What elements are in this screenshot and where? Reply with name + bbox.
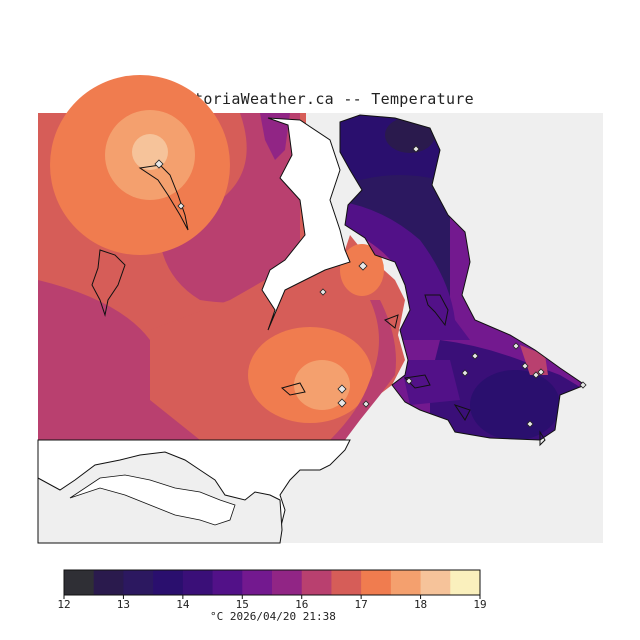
station-marker [532, 371, 540, 379]
colorbar-tick-label: 18 [413, 598, 428, 611]
map-title: VictoriaWeather.ca -- Temperature [166, 90, 474, 108]
colorbar-swatch [450, 570, 481, 595]
colorbar-tick-label: 12 [57, 598, 71, 611]
east-coastline [339, 114, 587, 441]
colorbar-swatch [64, 570, 95, 595]
station-marker [461, 369, 469, 377]
station-marker [337, 384, 347, 394]
station-marker [362, 400, 370, 408]
colorbar-swatch [153, 570, 184, 595]
station-marker [358, 261, 368, 271]
colorbar-swatch [361, 570, 392, 595]
station-marker [319, 288, 327, 296]
colorbar-swatch [301, 570, 332, 595]
station-marker [405, 377, 413, 385]
colorbar-tick-label: 14 [176, 598, 190, 611]
colorbar-swatch [390, 570, 422, 595]
colorbar-swatch [182, 570, 214, 595]
legend-caption: °C 2026/04/20 21:38 [210, 610, 336, 623]
colorbar [63, 569, 481, 599]
station-marker [537, 368, 545, 376]
station-marker [177, 202, 185, 210]
colorbar-tick-label: 13 [116, 598, 131, 611]
colorbar-border [63, 569, 481, 596]
colorbar-swatch [420, 570, 451, 595]
station-marker [579, 381, 587, 389]
colorbar-tick-label: 17 [354, 598, 368, 611]
station-marker [512, 342, 520, 350]
lakes [91, 164, 546, 447]
station-marker [471, 352, 479, 360]
colorbar-tick-label: 19 [473, 598, 487, 611]
station-marker [526, 420, 534, 428]
colorbar-swatch [331, 570, 362, 595]
station-marker [521, 362, 529, 370]
colorbar-swatch [123, 570, 154, 595]
station-markers [154, 145, 587, 428]
colorbar-swatch [212, 570, 243, 595]
station-marker [154, 159, 164, 169]
colorbar-tick-label: 15 [235, 598, 249, 611]
colorbar-tick-label: 16 [295, 598, 309, 611]
station-marker [412, 145, 420, 153]
colorbar-swatch [242, 570, 273, 595]
colorbar-swatch [272, 570, 303, 595]
station-marker [337, 398, 347, 408]
colorbar-swatch [93, 570, 124, 595]
